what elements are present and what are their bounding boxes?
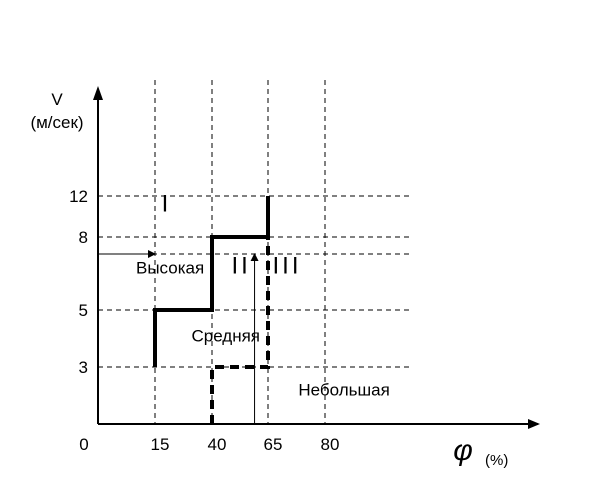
y-tick-label-12: 12	[69, 187, 88, 206]
y-axis-label: V	[51, 90, 63, 109]
region-label-3: Небольшая	[298, 381, 389, 400]
region-label-2: Средняя	[191, 326, 260, 345]
y-axis-arrowhead	[93, 86, 103, 100]
x-axis-unit: (%)	[485, 452, 508, 469]
y-tick-label-8: 8	[79, 228, 88, 247]
zone-label-2: II	[231, 253, 250, 280]
y-axis-unit: (м/сек)	[30, 113, 83, 132]
origin-label: 0	[79, 435, 88, 454]
y-tick-label-5: 5	[79, 301, 88, 320]
x-tick-label-65: 65	[264, 435, 283, 454]
x-tick-label-80: 80	[321, 435, 340, 454]
zone-label-1: I	[162, 190, 172, 217]
region-label-1: Высокая	[136, 259, 204, 278]
data-series	[153, 196, 270, 424]
series-solid-line	[153, 196, 270, 367]
y-tick-label-3: 3	[79, 358, 88, 377]
x-axis-symbol: φ	[453, 434, 473, 467]
x-tick-label-15: 15	[151, 435, 170, 454]
annotation-arrows	[98, 250, 259, 424]
axes	[93, 86, 540, 429]
x-tick-label-40: 40	[208, 435, 227, 454]
zone-label-3: III	[272, 253, 301, 280]
x-axis-arrowhead	[528, 419, 540, 429]
